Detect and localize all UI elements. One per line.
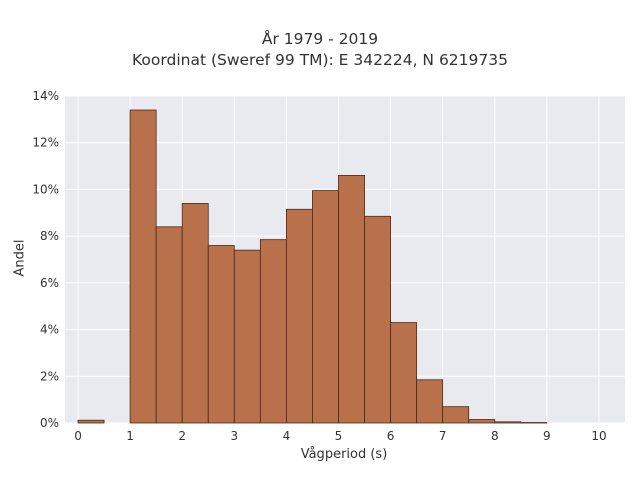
y-tick-label: 8% xyxy=(40,229,59,243)
x-tick-label: 6 xyxy=(387,429,395,443)
chart-subtitle: Koordinat (Sweref 99 TM): E 342224, N 62… xyxy=(132,51,508,69)
x-tick-label: 5 xyxy=(335,429,343,443)
x-axis-label: Vågperiod (s) xyxy=(300,447,388,462)
y-tick-label: 2% xyxy=(40,369,59,383)
x-tick-label: 3 xyxy=(230,429,238,443)
chart-title: År 1979 - 2019 xyxy=(261,30,379,48)
y-axis-label: Andel xyxy=(12,239,28,277)
y-tick-label: 6% xyxy=(40,276,59,290)
histogram-bar xyxy=(233,249,261,424)
x-tick-label: 9 xyxy=(543,429,551,443)
y-tick-label: 0% xyxy=(40,416,59,430)
histogram-bar xyxy=(312,190,339,424)
histogram-bar xyxy=(442,406,470,424)
histogram-bar xyxy=(181,203,209,424)
histogram-bar xyxy=(155,226,183,424)
x-axis-ticks: 0 1 2 3 4 5 6 7 8 9 10 xyxy=(74,429,606,443)
histogram-bar xyxy=(259,239,287,424)
x-tick-label: 10 xyxy=(591,429,606,443)
histogram-bars xyxy=(77,109,548,424)
x-tick-label: 7 xyxy=(439,429,447,443)
histogram-bar xyxy=(207,245,235,424)
histogram-bar xyxy=(494,421,522,424)
y-axis-ticks: 0% 2% 4% 6% 8% 10% 12% 14% xyxy=(32,89,59,430)
x-tick-label: 2 xyxy=(178,429,186,443)
x-tick-label: 8 xyxy=(491,429,499,443)
histogram-bar xyxy=(416,379,444,424)
histogram-bar xyxy=(520,422,548,424)
y-tick-label: 14% xyxy=(32,89,59,103)
y-tick-label: 10% xyxy=(32,182,59,196)
y-tick-label: 4% xyxy=(40,323,59,337)
histogram-bar xyxy=(285,208,313,424)
y-tick-label: 12% xyxy=(32,136,59,150)
x-tick-label: 0 xyxy=(74,429,82,443)
x-tick-label: 1 xyxy=(126,429,134,443)
histogram-bar xyxy=(77,419,105,424)
histogram-bar xyxy=(468,419,496,424)
histogram-bar xyxy=(129,109,157,424)
x-tick-label: 4 xyxy=(283,429,291,443)
histogram-bar xyxy=(390,322,418,424)
histogram-bar xyxy=(364,215,391,424)
histogram-bar xyxy=(338,175,365,424)
